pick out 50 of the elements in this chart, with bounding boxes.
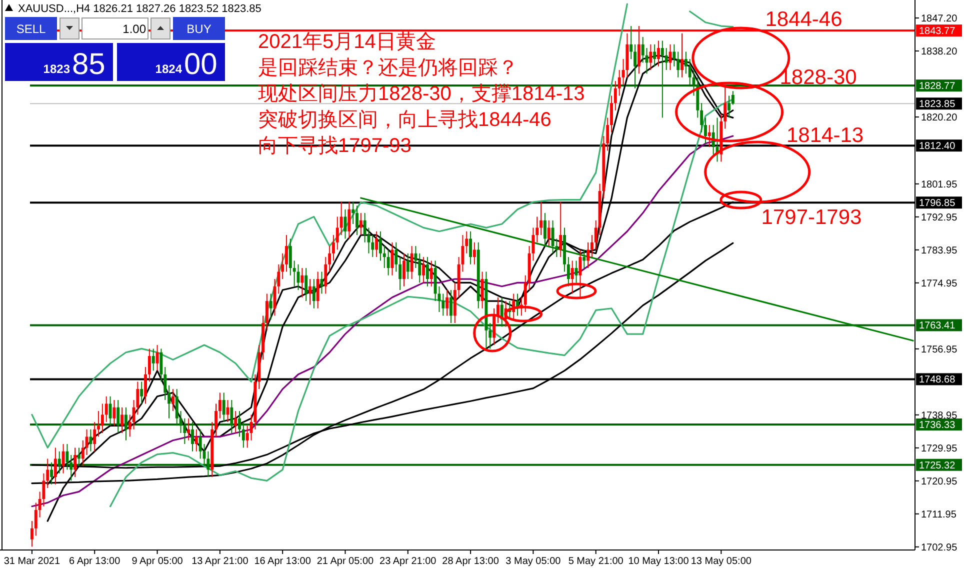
- x-tick-label: 5 May 21:00: [568, 556, 624, 567]
- x-tick-label: 6 Apr 13:00: [69, 556, 121, 567]
- annotation: 1824: [155, 62, 182, 76]
- x-tick-label: 13 May 05:00: [690, 556, 752, 567]
- ref-line-label: 1736.33: [919, 420, 956, 431]
- ref-line-label: 1823.85: [919, 99, 956, 110]
- y-tick-label: 1801.95: [921, 179, 958, 190]
- annotation: 突破切换区间，向上寻找1844-46: [258, 109, 552, 131]
- annotation: 1828-30: [780, 66, 857, 89]
- y-tick-label: 1847.20: [921, 13, 958, 24]
- ref-line-label: 1812.40: [919, 141, 956, 152]
- x-tick-label: 28 Apr 13:00: [442, 556, 500, 567]
- annotation: 1797-1793: [761, 206, 862, 229]
- ref-line-label: 1725.32: [919, 460, 956, 472]
- y-tick-label: 1738.95: [921, 410, 958, 422]
- ref-line-label: 1763.41: [919, 320, 956, 332]
- x-tick-label: 16 Apr 13:00: [254, 556, 312, 567]
- ref-line-label: 1828.77: [919, 81, 956, 92]
- y-tick-label: 1720.95: [921, 476, 958, 488]
- annotation: 00: [184, 48, 218, 81]
- annotation: 2021年5月14日黄金: [258, 31, 436, 53]
- annotation: 是回踩结束？还是仍将回踩？: [258, 57, 518, 79]
- annotation: BUY: [186, 22, 212, 36]
- x-tick-label: 13 Apr 21:00: [192, 556, 249, 567]
- y-tick-label: 1711.95: [921, 509, 957, 520]
- y-tick-label: 1820.20: [921, 112, 958, 124]
- y-tick-label: 1702.95: [921, 542, 958, 554]
- x-tick-label: 10 May 13:00: [628, 556, 690, 567]
- annotation: 1814-13: [786, 124, 864, 147]
- annotation: 1844-46: [765, 8, 842, 31]
- y-tick-label: 1774.95: [921, 278, 958, 290]
- annotation: SELL: [16, 22, 46, 36]
- y-tick-label: 1792.95: [921, 212, 958, 224]
- y-tick-label: 1783.95: [921, 245, 958, 256]
- y-tick-label: 1756.95: [921, 344, 958, 356]
- x-tick-label: 31 Mar 2021: [4, 556, 60, 567]
- ref-line-label: 1748.68: [919, 374, 956, 386]
- annotation: 1823: [43, 62, 70, 76]
- x-tick-label: 3 May 05:00: [506, 556, 562, 567]
- annotation: 现处区间压力1828-30，支撑1814-13: [258, 83, 585, 105]
- ref-line-label: 1796.85: [919, 198, 956, 210]
- x-tick-label: 23 Apr 21:00: [380, 556, 437, 567]
- annotation: 1.00: [122, 22, 146, 36]
- x-tick-label: 21 Apr 05:00: [316, 556, 374, 567]
- chart-title: XAUUSD...,H4 1826.21 1827.26 1823.52 1823.85: [18, 3, 262, 15]
- ref-line-label: 1843.77: [919, 26, 956, 38]
- y-tick-label: 1838.20: [921, 46, 958, 58]
- x-tick-label: 9 Apr 05:00: [132, 556, 184, 567]
- y-tick-label: 1729.95: [921, 443, 958, 454]
- annotation: 85: [72, 48, 106, 81]
